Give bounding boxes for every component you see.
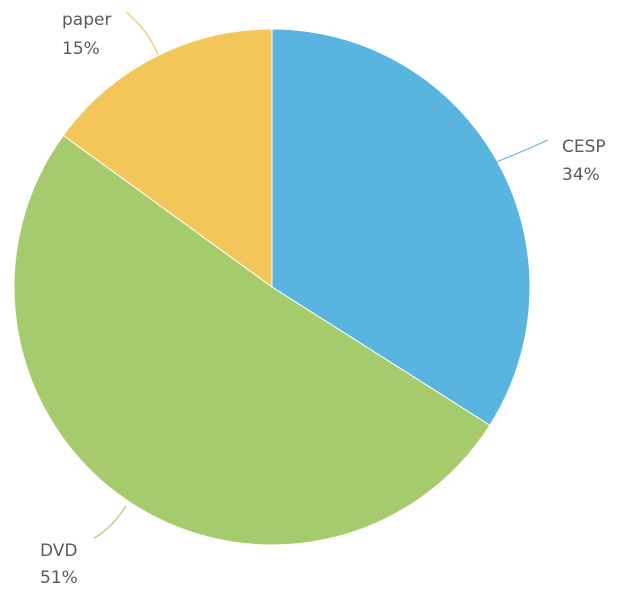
slice-label-dvd: DVD 51%	[40, 541, 78, 588]
slice-label-paper-percent: 15%	[62, 39, 100, 59]
pie-slice-cesp	[271, 28, 531, 426]
leader-line-cesp	[495, 139, 549, 163]
leader-lines	[93, 11, 549, 539]
slice-label-cesp-name: CESP	[562, 137, 606, 157]
slice-label-dvd-percent: 51%	[40, 568, 78, 588]
pie-slice-paper	[62, 28, 273, 288]
slice-label-cesp: CESP 34%	[562, 137, 606, 185]
leader-line-paper	[125, 11, 159, 56]
slice-label-paper-name: paper	[62, 10, 111, 30]
pie-slice-dvd	[13, 134, 491, 546]
pie-slices	[13, 28, 531, 546]
slice-label-paper: paper 15%	[62, 10, 111, 59]
slice-label-dvd-name: DVD	[40, 541, 78, 561]
slice-label-cesp-percent: 34%	[562, 165, 600, 185]
leader-line-dvd	[93, 505, 127, 539]
